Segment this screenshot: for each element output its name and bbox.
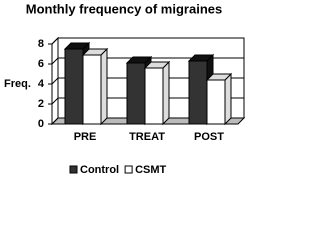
grid-line <box>51 57 244 65</box>
grid-line <box>51 117 244 125</box>
y-tick-label: 2 <box>38 98 44 110</box>
y-tick-label: 6 <box>38 58 44 70</box>
bar <box>64 48 84 125</box>
chart-title: Monthly frequency of migraines <box>26 1 222 16</box>
legend-swatch <box>124 165 133 174</box>
y-axis-label: Freq. <box>4 78 31 90</box>
grid-line <box>51 97 244 105</box>
bar <box>144 67 164 125</box>
x-tick-label: TREAT <box>129 131 165 143</box>
y-tick-label: 4 <box>38 78 45 90</box>
x-tick-label: PRE <box>74 131 97 143</box>
x-tick-label: POST <box>194 131 224 143</box>
y-tick-label: 0 <box>38 118 44 130</box>
y-tick-label: 8 <box>38 38 44 50</box>
legend-label: Control <box>80 164 119 176</box>
bar <box>82 54 102 125</box>
grid-line <box>51 77 244 85</box>
bar-side <box>224 72 232 126</box>
bar-side <box>100 47 108 126</box>
bar <box>206 79 226 125</box>
bar <box>188 60 208 125</box>
bar-side <box>162 60 170 126</box>
bar <box>126 62 146 125</box>
legend-swatch <box>69 165 78 174</box>
chart: Monthly frequency of migraines Freq. 0 2 4… <box>4 1 246 176</box>
legend-label: CSMT <box>135 164 166 176</box>
grid-line <box>51 37 244 45</box>
